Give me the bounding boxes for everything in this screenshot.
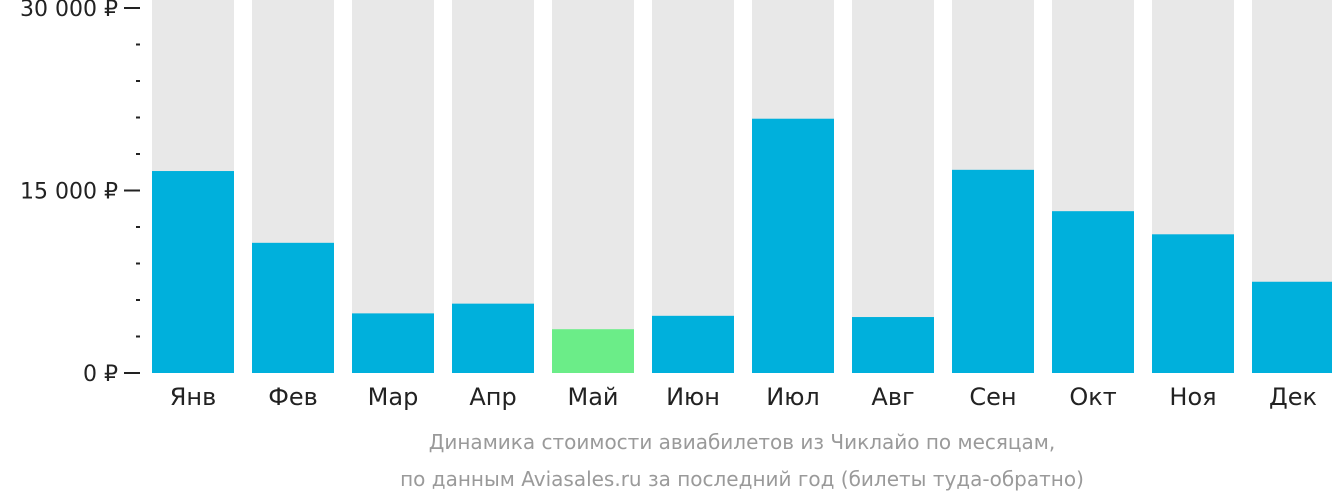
x-tick-label: Дек [1269,383,1317,411]
y-tick-label: 15 000 ₽ [20,180,118,205]
chart-caption-line-2: по данным Aviasales.ru за последний год … [400,467,1084,491]
x-tick-label: Окт [1069,383,1116,411]
y-tick-label: 0 ₽ [83,362,118,387]
x-tick-label: Апр [469,383,516,411]
bars [152,118,1332,373]
x-axis-labels: Янв Фев Мар Апр Май Июн Июл Авг Сен Окт Ноя Дек [170,383,1317,411]
bar-background-8 [852,0,934,373]
bar-background-3 [352,0,434,373]
bar-9[interactable] [952,169,1034,373]
y-axis: 0 ₽ 15 000 ₽ 30 000 ₽ [20,0,140,387]
x-tick-label: Янв [170,383,217,411]
x-tick-label: Мар [368,383,419,411]
x-tick-label: Июн [666,383,720,411]
bar-2[interactable] [252,242,334,373]
x-tick-label: Май [567,383,618,411]
bar-background-5 [552,0,634,373]
bar-1[interactable] [152,171,234,373]
bar-7[interactable] [752,118,834,373]
chart-caption-line-1: Динамика стоимости авиабилетов из Чиклай… [428,430,1056,454]
bar-5[interactable] [552,329,634,373]
bar-3[interactable] [352,313,434,373]
bar-6[interactable] [652,315,734,373]
bar-12[interactable] [1252,281,1332,373]
bar-11[interactable] [1152,234,1234,373]
x-tick-label: Ноя [1169,383,1216,411]
bar-background-6 [652,0,734,373]
bar-8[interactable] [852,317,934,373]
x-tick-label: Сен [969,383,1016,411]
y-tick-label: 30 000 ₽ [20,0,118,22]
bar-10[interactable] [1052,211,1134,373]
x-tick-label: Июл [766,383,820,411]
bar-4[interactable] [452,303,534,373]
x-tick-label: Авг [871,383,914,411]
chart-canvas: 0 ₽ 15 000 ₽ 30 000 ₽ Янв Фев Мар Апр Май Июн Ию… [20,0,1332,411]
x-tick-label: Фев [268,383,318,411]
